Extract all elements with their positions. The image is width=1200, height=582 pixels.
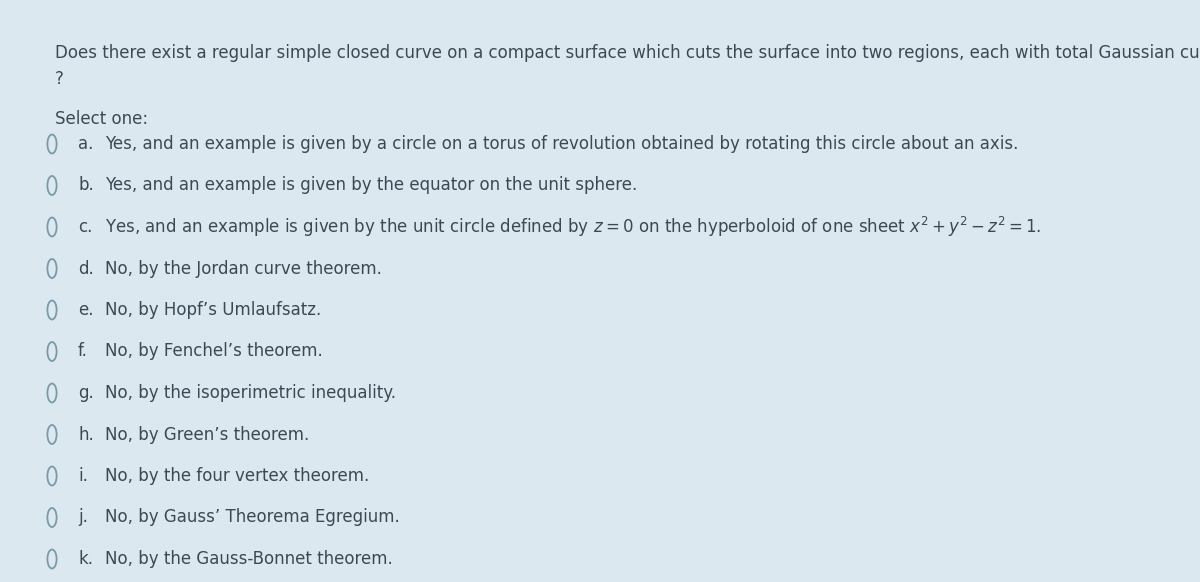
Text: No, by Green’s theorem.: No, by Green’s theorem. [106, 425, 310, 443]
Text: h.: h. [78, 425, 94, 443]
Text: d.: d. [78, 260, 94, 278]
Text: Yes, and an example is given by the equator on the unit sphere.: Yes, and an example is given by the equa… [106, 176, 637, 194]
Text: Yes, and an example is given by the unit circle defined by $z = 0$ on the hyperb: Yes, and an example is given by the unit… [106, 215, 1042, 239]
Text: b.: b. [78, 176, 94, 194]
Text: No, by Gauss’ Theorema Egregium.: No, by Gauss’ Theorema Egregium. [106, 509, 400, 527]
Text: i.: i. [78, 467, 88, 485]
Text: f.: f. [78, 342, 88, 360]
Text: No, by the isoperimetric inequality.: No, by the isoperimetric inequality. [106, 384, 396, 402]
Text: c.: c. [78, 218, 92, 236]
Text: No, by the Jordan curve theorem.: No, by the Jordan curve theorem. [106, 260, 382, 278]
Text: No, by Hopf’s Umlaufsatz.: No, by Hopf’s Umlaufsatz. [106, 301, 322, 319]
Text: a.: a. [78, 135, 94, 153]
Text: Select one:: Select one: [55, 110, 148, 128]
Text: No, by the four vertex theorem.: No, by the four vertex theorem. [106, 467, 370, 485]
Text: j.: j. [78, 509, 88, 527]
Text: Yes, and an example is given by a circle on a torus of revolution obtained by ro: Yes, and an example is given by a circle… [106, 135, 1019, 153]
Text: k.: k. [78, 550, 94, 568]
Text: Does there exist a regular simple closed curve on a compact surface which cuts t: Does there exist a regular simple closed… [55, 44, 1200, 62]
Text: e.: e. [78, 301, 94, 319]
Text: No, by the Gauss-Bonnet theorem.: No, by the Gauss-Bonnet theorem. [106, 550, 392, 568]
Text: g.: g. [78, 384, 94, 402]
Text: No, by Fenchel’s theorem.: No, by Fenchel’s theorem. [106, 342, 323, 360]
Text: ?: ? [55, 70, 64, 88]
